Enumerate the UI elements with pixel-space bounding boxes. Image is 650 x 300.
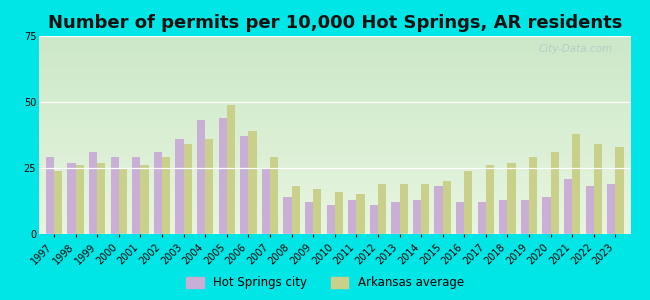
Bar bbox=[551, 152, 559, 234]
Bar bbox=[586, 187, 594, 234]
Bar bbox=[421, 184, 429, 234]
Bar bbox=[564, 178, 572, 234]
Legend: Hot Springs city, Arkansas average: Hot Springs city, Arkansas average bbox=[181, 272, 469, 294]
Bar bbox=[154, 152, 162, 234]
Bar bbox=[218, 118, 227, 234]
Bar bbox=[111, 158, 119, 234]
Bar bbox=[356, 194, 365, 234]
Bar bbox=[616, 147, 623, 234]
Bar bbox=[227, 105, 235, 234]
Bar bbox=[262, 168, 270, 234]
Bar bbox=[370, 205, 378, 234]
Bar bbox=[326, 205, 335, 234]
Bar bbox=[119, 168, 127, 234]
Bar bbox=[456, 202, 464, 234]
Bar bbox=[478, 202, 486, 234]
Bar bbox=[499, 200, 508, 234]
Bar bbox=[542, 197, 551, 234]
Bar bbox=[98, 163, 105, 234]
Bar bbox=[464, 171, 473, 234]
Bar bbox=[162, 158, 170, 234]
Bar bbox=[434, 187, 443, 234]
Bar bbox=[75, 165, 84, 234]
Bar bbox=[197, 121, 205, 234]
Bar bbox=[283, 197, 292, 234]
Bar bbox=[348, 200, 356, 234]
Bar bbox=[400, 184, 408, 234]
Bar bbox=[594, 144, 602, 234]
Bar bbox=[292, 187, 300, 234]
Bar bbox=[443, 181, 451, 234]
Bar bbox=[68, 163, 75, 234]
Bar bbox=[529, 158, 538, 234]
Bar bbox=[521, 200, 529, 234]
Text: City-Data.com: City-Data.com bbox=[539, 44, 613, 54]
Bar bbox=[413, 200, 421, 234]
Bar bbox=[132, 158, 140, 234]
Bar bbox=[313, 189, 321, 234]
Bar bbox=[54, 171, 62, 234]
Title: Number of permits per 10,000 Hot Springs, AR residents: Number of permits per 10,000 Hot Springs… bbox=[47, 14, 622, 32]
Bar bbox=[240, 136, 248, 234]
Bar bbox=[140, 165, 149, 234]
Bar bbox=[89, 152, 98, 234]
Bar bbox=[508, 163, 515, 234]
Bar bbox=[391, 202, 400, 234]
Bar bbox=[205, 139, 213, 234]
Bar bbox=[305, 202, 313, 234]
Bar bbox=[486, 165, 494, 234]
Bar bbox=[46, 158, 54, 234]
Bar bbox=[248, 131, 257, 234]
Bar bbox=[184, 144, 192, 234]
Bar bbox=[572, 134, 580, 234]
Bar bbox=[335, 192, 343, 234]
Bar bbox=[378, 184, 386, 234]
Bar bbox=[270, 158, 278, 234]
Bar bbox=[607, 184, 616, 234]
Bar bbox=[176, 139, 184, 234]
